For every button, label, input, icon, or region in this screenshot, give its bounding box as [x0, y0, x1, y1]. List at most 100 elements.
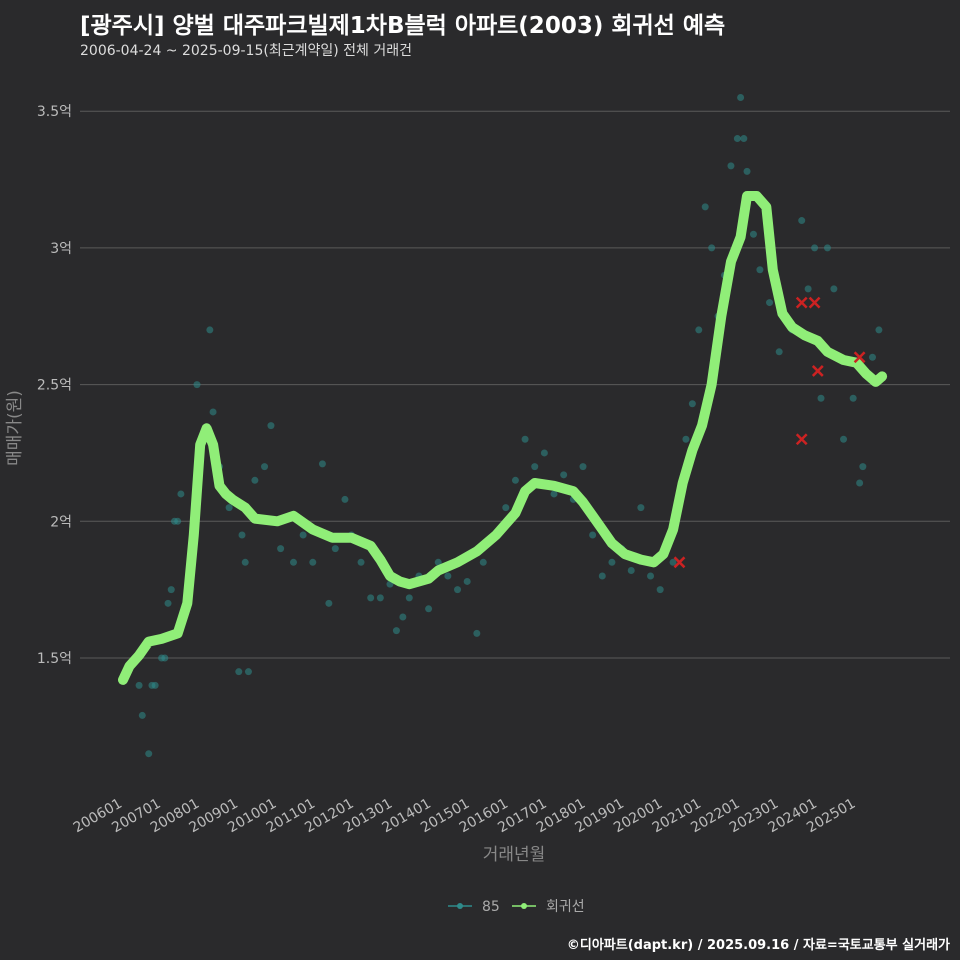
scatter-point: [637, 504, 645, 512]
scatter-point: [727, 162, 735, 170]
scatter-point: [463, 577, 471, 585]
scatter-point: [560, 471, 568, 479]
scatter-point: [161, 654, 169, 662]
scatter-point: [235, 668, 243, 676]
scatter-point: [811, 244, 819, 252]
scatter-point: [859, 463, 867, 471]
scatter-point: [647, 572, 655, 580]
scatter-point: [177, 490, 185, 498]
scatter-point: [688, 400, 696, 408]
outlier-marker: [808, 296, 821, 309]
scatter-point: [454, 586, 462, 594]
y-tick-label: 3.5억: [37, 104, 72, 120]
scatter-point: [701, 203, 709, 211]
regression-line: [118, 191, 888, 685]
scatter-point: [331, 545, 339, 553]
scatter-point: [241, 558, 249, 566]
x-axis-title: 거래년월: [483, 845, 546, 865]
scatter-point: [766, 299, 774, 307]
scatter-point: [473, 629, 481, 637]
x-axis-ticks: 2006012007012008012009012010012011012012…: [71, 796, 859, 837]
legend: 85 회귀선: [448, 899, 585, 915]
scatter-point: [756, 266, 764, 274]
scatter-point: [289, 558, 297, 566]
scatter-point: [627, 567, 635, 575]
outlier-marker: [673, 556, 686, 569]
scatter-point: [868, 353, 876, 361]
scatter-point: [608, 558, 616, 566]
source-credit: ©디아파트(dapt.kr) / 2025.09.16 / 자료=국토교통부 실…: [566, 938, 950, 953]
y-tick-label: 2억: [50, 514, 72, 530]
scatter-point: [318, 460, 326, 468]
legend-item-0: 85: [448, 899, 500, 915]
scatter-point: [299, 531, 307, 539]
outlier-marker: [795, 433, 808, 446]
scatter-point: [135, 681, 143, 689]
outlier-markers: [673, 296, 866, 569]
outlier-marker: [795, 296, 808, 309]
scatter-point: [708, 244, 716, 252]
scatter-point: [444, 572, 452, 580]
scatter-point: [589, 531, 597, 539]
scatter-point: [540, 449, 548, 457]
y-axis-title: 매매가(원): [5, 390, 25, 466]
scatter-point: [174, 517, 182, 525]
scatter-point: [392, 627, 400, 635]
scatter-point: [798, 217, 806, 225]
scatter-point: [251, 476, 259, 484]
scatter-point: [425, 605, 433, 613]
scatter-point: [357, 558, 365, 566]
scatter-point: [511, 476, 519, 484]
scatter-point: [209, 408, 217, 416]
outlier-marker: [811, 365, 824, 377]
grid-lines: [80, 110, 950, 659]
scatter-point: [749, 230, 757, 238]
scatter-point: [856, 479, 864, 487]
legend-label: 85: [482, 899, 500, 915]
scatter-point: [341, 495, 349, 503]
scatter-point: [849, 394, 857, 402]
scatter-point: [550, 490, 558, 498]
scatter-point: [151, 681, 159, 689]
scatter-point: [238, 531, 246, 539]
scatter-point: [261, 463, 269, 471]
y-tick-label: 1.5억: [37, 651, 72, 667]
scatter-point: [405, 594, 413, 602]
scatter-point: [376, 594, 384, 602]
scatter-point: [669, 558, 677, 566]
scatter-series: [135, 94, 883, 758]
scatter-point: [656, 586, 664, 594]
scatter-point: [695, 326, 703, 334]
scatter-point: [598, 572, 606, 580]
chart-subtitle: 2006-04-24 ~ 2025-09-15(최근계약일) 전체 거래건: [80, 43, 412, 59]
outlier-marker: [853, 351, 866, 364]
scatter-point: [138, 711, 146, 719]
scatter-point: [164, 599, 172, 607]
scatter-point: [277, 545, 285, 553]
scatter-point: [875, 326, 883, 334]
scatter-point: [367, 594, 375, 602]
scatter-point: [579, 463, 587, 471]
scatter-point: [206, 326, 214, 334]
scatter-point: [830, 285, 838, 293]
scatter-point: [267, 422, 275, 430]
scatter-point: [804, 285, 812, 293]
legend-item-1: 회귀선: [512, 899, 585, 915]
legend-label: 회귀선: [546, 899, 585, 915]
scatter-point: [225, 504, 233, 512]
scatter-point: [399, 613, 407, 621]
scatter-point: [244, 668, 252, 676]
scatter-point: [479, 558, 487, 566]
scatter-point: [502, 504, 510, 512]
chart-title: [광주시] 양벌 대주파크빌제1차B블럭 아파트(2003) 회귀선 예측: [80, 13, 726, 39]
y-tick-label: 3억: [50, 241, 72, 257]
scatter-point: [840, 435, 848, 443]
scatter-point: [309, 558, 317, 566]
scatter-point: [743, 167, 751, 175]
scatter-point: [531, 463, 539, 471]
scatter-point: [823, 244, 831, 252]
y-tick-label: 2.5억: [37, 378, 72, 394]
scatter-point: [740, 135, 748, 143]
scatter-point: [817, 394, 825, 402]
